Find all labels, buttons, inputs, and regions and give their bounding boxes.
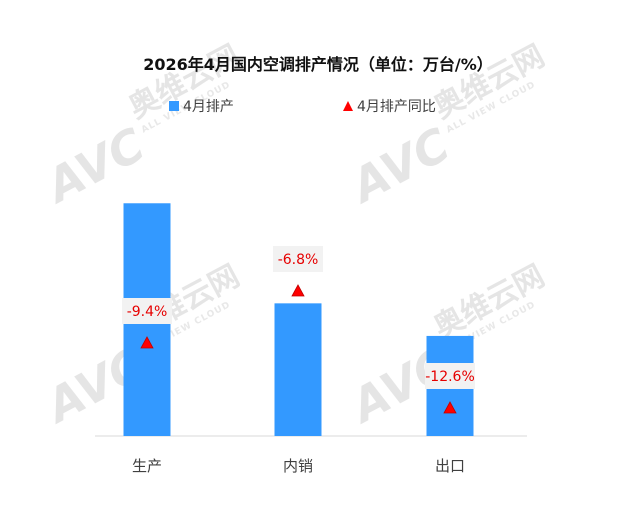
watermark-logo-text: AVC bbox=[35, 117, 153, 214]
legend-swatch-bar bbox=[169, 101, 179, 111]
markers bbox=[140, 284, 457, 414]
category-labels: 生产 内销 出口 bbox=[132, 457, 465, 475]
yoy-marker-1 bbox=[291, 284, 305, 297]
data-label-0: -9.4% bbox=[127, 304, 168, 320]
data-labels: -9.4% -6.8% -12.6% bbox=[122, 246, 475, 389]
watermark-logo-text: AVC bbox=[340, 117, 458, 214]
legend-label-bar: 4月排产 bbox=[183, 99, 234, 115]
chart-title: 2026年4月国内空调排产情况（单位：万台/%） bbox=[143, 55, 493, 74]
category-label-0: 生产 bbox=[132, 457, 162, 475]
data-label-1: -6.8% bbox=[278, 252, 319, 268]
category-label-2: 出口 bbox=[435, 457, 465, 475]
yoy-marker-2 bbox=[443, 401, 457, 414]
legend: 4月排产 4月排产同比 bbox=[169, 99, 436, 115]
bar-1 bbox=[274, 303, 322, 436]
data-label-bg-2 bbox=[425, 363, 475, 389]
legend-swatch-marker bbox=[343, 101, 353, 111]
data-label-bg-1 bbox=[273, 246, 323, 272]
category-label-1: 内销 bbox=[283, 457, 313, 475]
data-label-bg-0 bbox=[122, 298, 172, 324]
data-label-2: -12.6% bbox=[425, 369, 475, 385]
yoy-marker-0 bbox=[140, 336, 154, 349]
legend-label-marker: 4月排产同比 bbox=[357, 99, 436, 115]
